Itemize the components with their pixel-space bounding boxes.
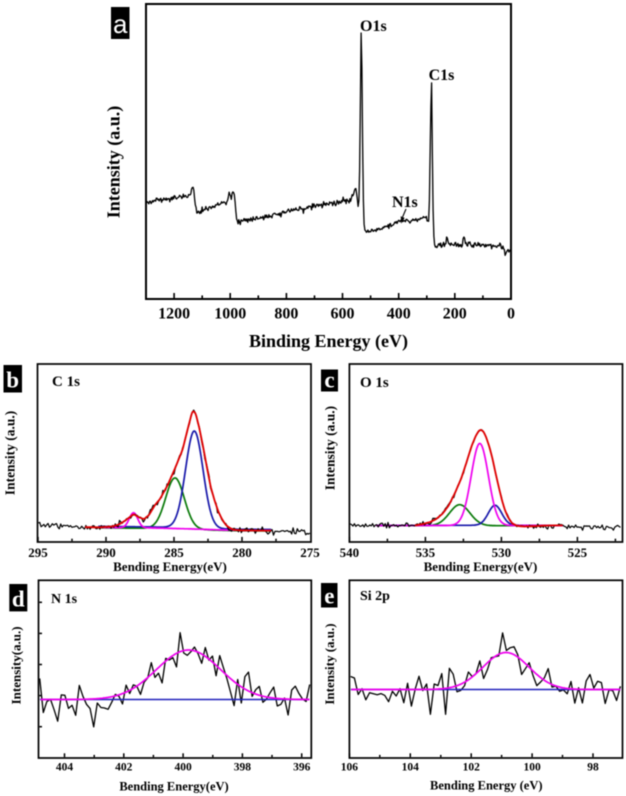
svg-text:O1s: O1s (360, 18, 387, 35)
svg-text:102: 102 (463, 762, 481, 774)
svg-text:98: 98 (587, 762, 599, 774)
svg-text:398: 398 (234, 762, 252, 774)
svg-text:104: 104 (402, 762, 420, 774)
svg-text:N1s: N1s (392, 194, 418, 211)
svg-text:N 1s: N 1s (51, 592, 78, 607)
svg-text:O 1s: O 1s (360, 375, 389, 391)
svg-text:1200: 1200 (158, 306, 190, 323)
svg-text:400: 400 (174, 762, 192, 774)
svg-text:C 1s: C 1s (52, 374, 80, 390)
svg-text:400: 400 (387, 306, 411, 323)
svg-text:C1s: C1s (429, 67, 455, 84)
svg-text:285: 285 (164, 545, 184, 560)
svg-text:a: a (113, 9, 128, 39)
svg-text:b: b (6, 368, 19, 393)
svg-text:Bending Energy(eV): Bending Energy(eV) (113, 559, 227, 574)
svg-text:Binding Energy (eV): Binding Energy (eV) (249, 331, 408, 352)
svg-text:540: 540 (340, 545, 360, 560)
svg-text:106: 106 (341, 762, 359, 774)
svg-text:Bending Energy(eV): Bending Energy(eV) (119, 780, 228, 794)
svg-text:275: 275 (300, 545, 320, 560)
svg-text:Intensity (a.u.): Intensity (a.u.) (104, 106, 125, 219)
svg-text:402: 402 (115, 762, 133, 774)
svg-text:200: 200 (443, 306, 467, 323)
svg-text:396: 396 (293, 762, 311, 774)
svg-text:290: 290 (96, 545, 116, 560)
svg-text:Intensity (a.u.): Intensity (a.u.) (322, 623, 337, 704)
svg-text:Intensity(a.u.): Intensity(a.u.) (9, 626, 24, 704)
svg-text:280: 280 (232, 545, 252, 560)
svg-text:Intensity (a.u.): Intensity (a.u.) (323, 406, 338, 490)
svg-text:Intensity (a.u.): Intensity (a.u.) (3, 411, 18, 495)
svg-text:525: 525 (568, 545, 588, 560)
svg-text:600: 600 (331, 306, 355, 323)
svg-text:d: d (12, 587, 25, 612)
svg-text:0: 0 (507, 306, 515, 323)
svg-text:Bending Energy(eV): Bending Energy(eV) (424, 559, 538, 574)
svg-text:404: 404 (56, 762, 74, 774)
svg-text:295: 295 (28, 545, 48, 560)
svg-text:800: 800 (274, 306, 298, 323)
svg-text:Bending Energy (eV): Bending Energy (eV) (430, 779, 543, 793)
svg-text:1000: 1000 (214, 306, 246, 323)
svg-text:e: e (324, 584, 334, 609)
svg-text:100: 100 (523, 762, 541, 774)
svg-text:c: c (324, 368, 334, 393)
svg-text:Si 2p: Si 2p (360, 589, 390, 604)
svg-text:535: 535 (416, 545, 436, 560)
svg-text:530: 530 (492, 545, 512, 560)
